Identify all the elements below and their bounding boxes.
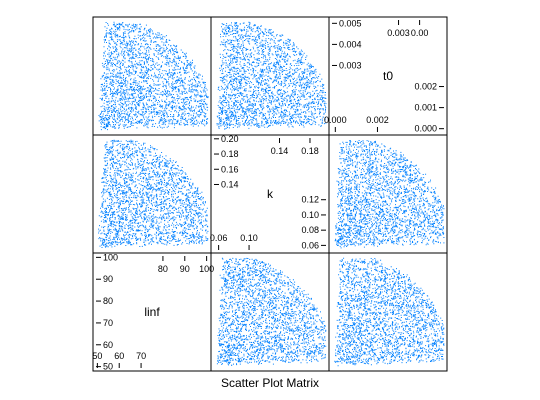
variable-name-k: k (267, 187, 274, 201)
tick-label: 80 (158, 264, 168, 274)
panel-r0-c0 (92, 16, 212, 136)
panels-layer (92, 16, 448, 372)
variable-name-t0: t0 (383, 69, 393, 83)
tick-label: 0.002 (414, 82, 437, 92)
tick-label: 0.10 (240, 233, 258, 243)
tick-label: 0.000 (324, 115, 347, 125)
scatter-dot-set (98, 139, 209, 248)
tick-label: 0.003 (339, 60, 362, 70)
scatter-points (216, 21, 327, 130)
scatter-points (216, 257, 327, 366)
scatter-dot-set (98, 21, 209, 131)
tick-label: 0.003 (387, 28, 410, 38)
tick-label: 0.10 (301, 210, 319, 220)
tick-label: 100 (103, 252, 118, 262)
tick-label: 0.14 (271, 146, 289, 156)
tick-label: 90 (180, 264, 190, 274)
tick-label: 0.06 (301, 240, 319, 250)
tick-label: 0.004 (339, 39, 362, 49)
scatter-points (334, 140, 445, 249)
panel-r1-c2 (328, 134, 448, 254)
panel-r2-c1 (210, 252, 330, 372)
scatter-points (98, 139, 209, 248)
x-axis-label: Scatter Plot Matrix (221, 376, 319, 390)
scatter-points (98, 21, 209, 131)
panel-frame (328, 252, 448, 372)
tick-label: 90 (103, 274, 113, 284)
scatter-dot-set (334, 257, 445, 367)
tick-label: 60 (114, 351, 124, 361)
tick-label: 0.005 (339, 18, 362, 28)
tick-label: 0.16 (221, 164, 239, 174)
tick-label: 70 (103, 318, 113, 328)
scatter-dot-set (216, 21, 327, 130)
tick-label: 100 (199, 264, 214, 274)
tick-label: 50 (92, 351, 102, 361)
tick-label: 0.00 (411, 28, 429, 38)
scatter-dot-set (216, 257, 327, 366)
panel-r2-c2 (328, 252, 448, 372)
tick-label: 0.000 (414, 124, 437, 134)
tick-label: 0.12 (301, 195, 319, 205)
scatter-points (334, 257, 445, 367)
tick-label: 0.14 (221, 179, 239, 189)
tick-label: 80 (103, 296, 113, 306)
tick-label: 70 (136, 351, 146, 361)
tick-label: 0.18 (301, 146, 319, 156)
tick-label: 0.08 (301, 225, 319, 235)
panel-r1-c0 (92, 134, 212, 254)
tick-label: 60 (103, 340, 113, 350)
tick-label: 0.18 (221, 149, 239, 159)
tick-label: 50 (103, 362, 113, 372)
tick-label: 0.002 (366, 115, 389, 125)
variable-name-linf: linf (144, 305, 160, 319)
scatter-dot-set (334, 140, 445, 249)
tick-label: 0.001 (414, 103, 437, 113)
panel-r0-c1 (210, 16, 330, 136)
tick-label: 0.20 (221, 134, 239, 144)
tick-label: 0.06 (210, 233, 228, 243)
